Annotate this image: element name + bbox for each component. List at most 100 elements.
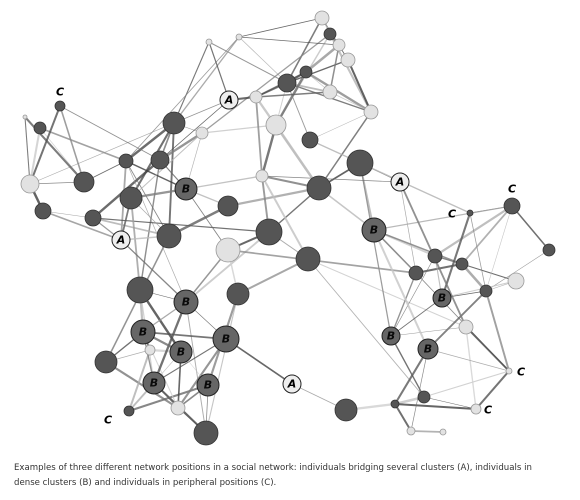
edge — [305, 44, 340, 73]
node — [150, 150, 170, 170]
node — [84, 209, 102, 227]
edge — [201, 33, 331, 134]
node — [277, 73, 297, 93]
dense-node — [417, 338, 439, 360]
edge — [153, 338, 227, 384]
node-label: B — [204, 379, 212, 392]
node-label: B — [222, 333, 230, 346]
edge — [423, 396, 477, 410]
edge — [105, 361, 179, 409]
edge — [410, 348, 429, 432]
dense-node — [212, 325, 240, 353]
edge — [130, 197, 141, 291]
node-label: B — [424, 343, 432, 356]
edge — [307, 258, 467, 328]
node — [314, 10, 330, 26]
edge — [318, 111, 372, 189]
node — [255, 218, 283, 246]
node — [334, 398, 358, 422]
edge — [152, 301, 188, 384]
node — [20, 174, 40, 194]
node-label: C — [508, 183, 516, 196]
edge — [255, 91, 331, 98]
edge — [390, 335, 425, 398]
edge — [39, 127, 127, 162]
node — [217, 195, 239, 217]
node — [156, 223, 182, 249]
dense-node — [169, 340, 193, 364]
edge — [394, 403, 477, 410]
edge — [142, 331, 179, 409]
node — [503, 197, 521, 215]
edge — [208, 41, 288, 84]
node-label: B — [438, 292, 446, 305]
edge — [427, 348, 510, 372]
edge — [168, 122, 175, 237]
node — [322, 84, 338, 100]
edge — [394, 403, 412, 432]
node — [34, 202, 52, 220]
edge — [261, 175, 401, 183]
edge — [399, 181, 417, 274]
edge — [485, 290, 510, 372]
node — [507, 272, 525, 290]
edge — [286, 82, 311, 141]
node — [406, 426, 416, 436]
edge — [227, 249, 417, 274]
edge — [238, 36, 288, 84]
node — [417, 390, 431, 404]
edge — [286, 59, 349, 84]
edge — [125, 160, 187, 303]
edge — [237, 258, 309, 295]
edge — [469, 212, 487, 292]
edge — [177, 338, 227, 409]
edge — [347, 59, 372, 113]
edge — [185, 301, 207, 434]
edge — [329, 44, 340, 93]
node-label: A — [224, 94, 234, 107]
node — [505, 367, 513, 375]
node — [33, 121, 47, 135]
node-label: C — [104, 414, 112, 427]
node — [295, 246, 321, 272]
edge — [485, 205, 513, 292]
edge — [305, 70, 372, 114]
node-label: B — [177, 346, 185, 359]
edge — [42, 210, 94, 219]
edge — [238, 36, 340, 46]
node — [249, 90, 263, 104]
edge — [373, 229, 429, 350]
node-label: C — [56, 86, 64, 99]
node — [255, 169, 269, 183]
node-label: B — [139, 326, 147, 339]
edge — [159, 99, 230, 161]
edge — [286, 17, 323, 84]
node — [458, 319, 474, 335]
node — [22, 114, 28, 120]
caption: Examples of three different network posi… — [14, 463, 532, 488]
node — [235, 33, 243, 41]
node-label: B — [387, 330, 395, 343]
node — [306, 175, 332, 201]
edge — [390, 326, 467, 337]
node-label: B — [182, 183, 190, 196]
node — [439, 428, 447, 436]
node — [118, 153, 134, 169]
node — [427, 248, 443, 264]
edge — [29, 105, 61, 185]
edge — [461, 205, 513, 265]
node — [470, 403, 482, 415]
nodes — [20, 10, 556, 446]
node — [162, 111, 186, 135]
edge — [309, 111, 372, 141]
edge — [128, 349, 151, 412]
edge — [139, 159, 161, 291]
node — [479, 284, 493, 298]
node — [346, 149, 374, 177]
edge — [92, 217, 270, 233]
edge — [173, 36, 240, 124]
node-label: C — [448, 208, 456, 221]
edge — [24, 116, 31, 185]
node-label: B — [182, 296, 190, 309]
